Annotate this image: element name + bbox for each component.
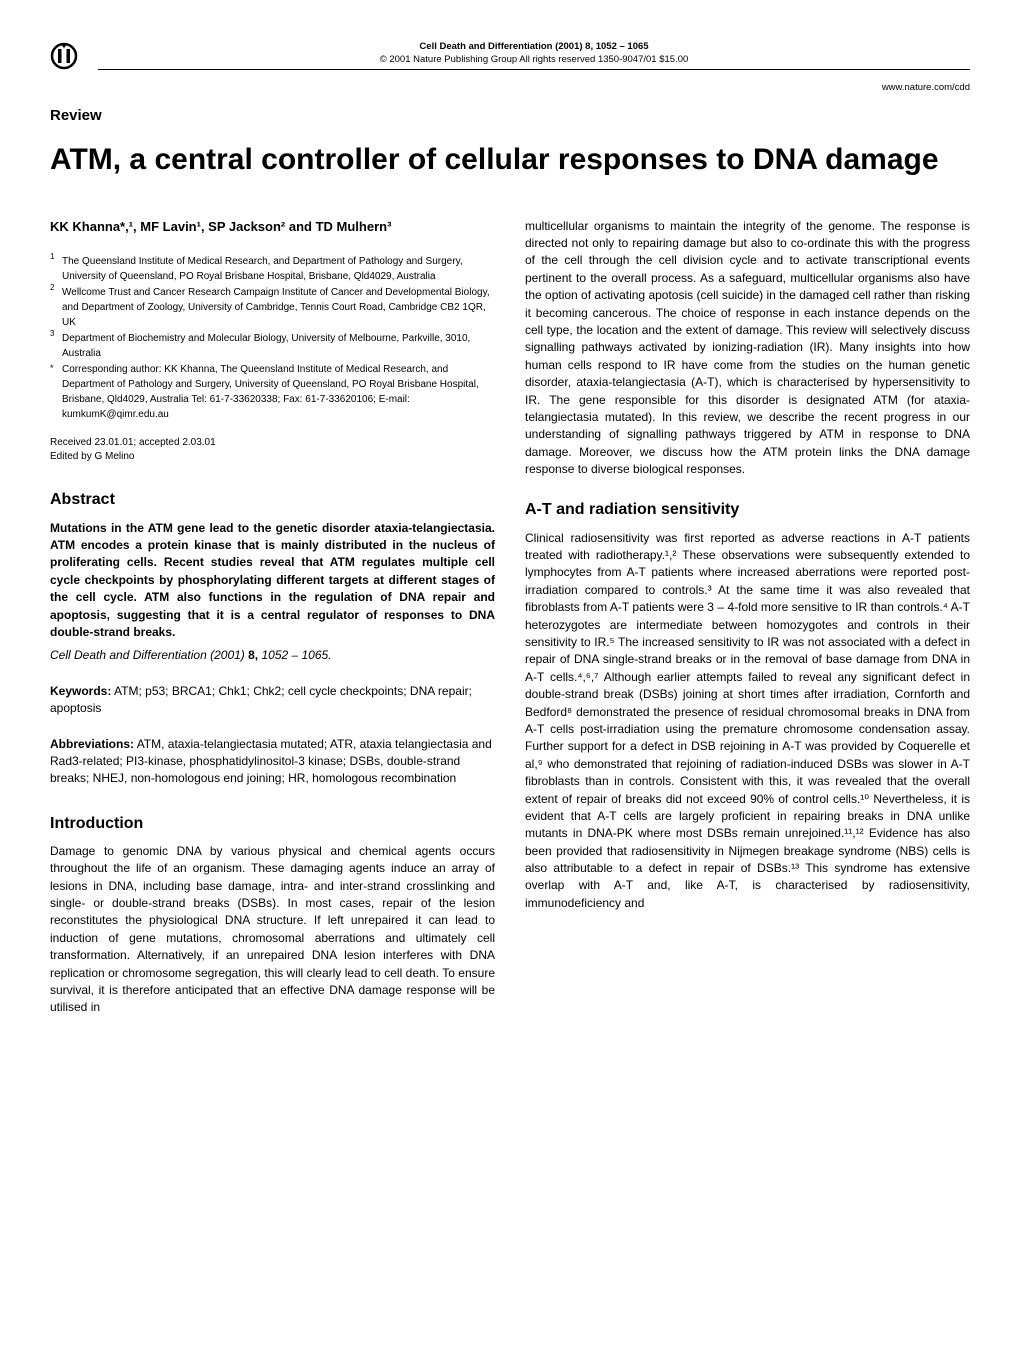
right-column: multicellular organisms to maintain the … <box>525 218 970 1017</box>
section2-paragraph: Clinical radiosensitivity was first repo… <box>525 530 970 913</box>
abstract-citation: Cell Death and Differentiation (2001) 8,… <box>50 647 495 664</box>
received-date: Received 23.01.01; accepted 2.03.01 <box>50 436 495 450</box>
keywords-block: Keywords: ATM; p53; BRCA1; Chk1; Chk2; c… <box>50 683 495 718</box>
affil-text: Department of Biochemistry and Molecular… <box>62 331 495 361</box>
affil-text: The Queensland Institute of Medical Rese… <box>62 254 495 284</box>
citation-volume: 8, <box>248 648 258 662</box>
intro-continuation: multicellular organisms to maintain the … <box>525 218 970 479</box>
introduction-heading: Introduction <box>50 812 495 835</box>
affiliation-item: 2 Wellcome Trust and Cancer Research Cam… <box>50 285 495 330</box>
copyright-line: © 2001 Nature Publishing Group All right… <box>98 53 970 66</box>
affil-text: Corresponding author: KK Khanna, The Que… <box>62 362 495 422</box>
left-column: KK Khanna*,¹, MF Lavin¹, SP Jackson² and… <box>50 218 495 1017</box>
affil-number: 1 <box>50 252 54 261</box>
affil-number: * <box>50 362 62 422</box>
affil-number: 3 <box>50 329 54 338</box>
journal-url: www.nature.com/cdd <box>50 82 970 93</box>
introduction-text: Damage to genomic DNA by various physica… <box>50 843 495 1017</box>
received-block: Received 23.01.01; accepted 2.03.01 Edit… <box>50 436 495 464</box>
citation-pages: 1052 – 1065. <box>258 648 331 662</box>
abstract-text: Mutations in the ATM gene lead to the ge… <box>50 520 495 642</box>
affiliation-item: 3 Department of Biochemistry and Molecul… <box>50 331 495 361</box>
citation-year: (2001) <box>207 648 248 662</box>
affil-text: Wellcome Trust and Cancer Research Campa… <box>62 285 495 330</box>
abbreviations-label: Abbreviations: <box>50 737 134 751</box>
journal-line: Cell Death and Differentiation (2001) 8,… <box>419 41 648 52</box>
edited-by: Edited by G Melino <box>50 450 495 464</box>
abstract-heading: Abstract <box>50 488 495 511</box>
authors-line: KK Khanna*,¹, MF Lavin¹, SP Jackson² and… <box>50 218 495 237</box>
article-type-label: Review <box>50 107 970 124</box>
page-header: Cell Death and Differentiation (2001) 8,… <box>50 40 970 74</box>
header-rule <box>98 69 970 70</box>
journal-info: Cell Death and Differentiation (2001) 8,… <box>98 40 970 74</box>
affiliation-item: * Corresponding author: KK Khanna, The Q… <box>50 362 495 422</box>
abbreviations-block: Abbreviations: ATM, ataxia-telangiectasi… <box>50 736 495 788</box>
citation-journal: Cell Death and Differentiation <box>50 648 207 662</box>
section2-text: Clinical radiosensitivity was first repo… <box>525 530 970 913</box>
affiliations-block: 1 The Queensland Institute of Medical Re… <box>50 254 495 422</box>
section-heading: A-T and radiation sensitivity <box>525 498 970 521</box>
intro-cont-paragraph: multicellular organisms to maintain the … <box>525 218 970 479</box>
affiliation-item: 1 The Queensland Institute of Medical Re… <box>50 254 495 284</box>
keywords-label: Keywords: <box>50 684 111 698</box>
keywords-text: ATM; p53; BRCA1; Chk1; Chk2; cell cycle … <box>50 684 472 715</box>
affil-number: 2 <box>50 283 54 292</box>
intro-paragraph: Damage to genomic DNA by various physica… <box>50 843 495 1017</box>
article-title: ATM, a central controller of cellular re… <box>50 142 970 178</box>
publisher-logo-icon <box>50 42 78 70</box>
